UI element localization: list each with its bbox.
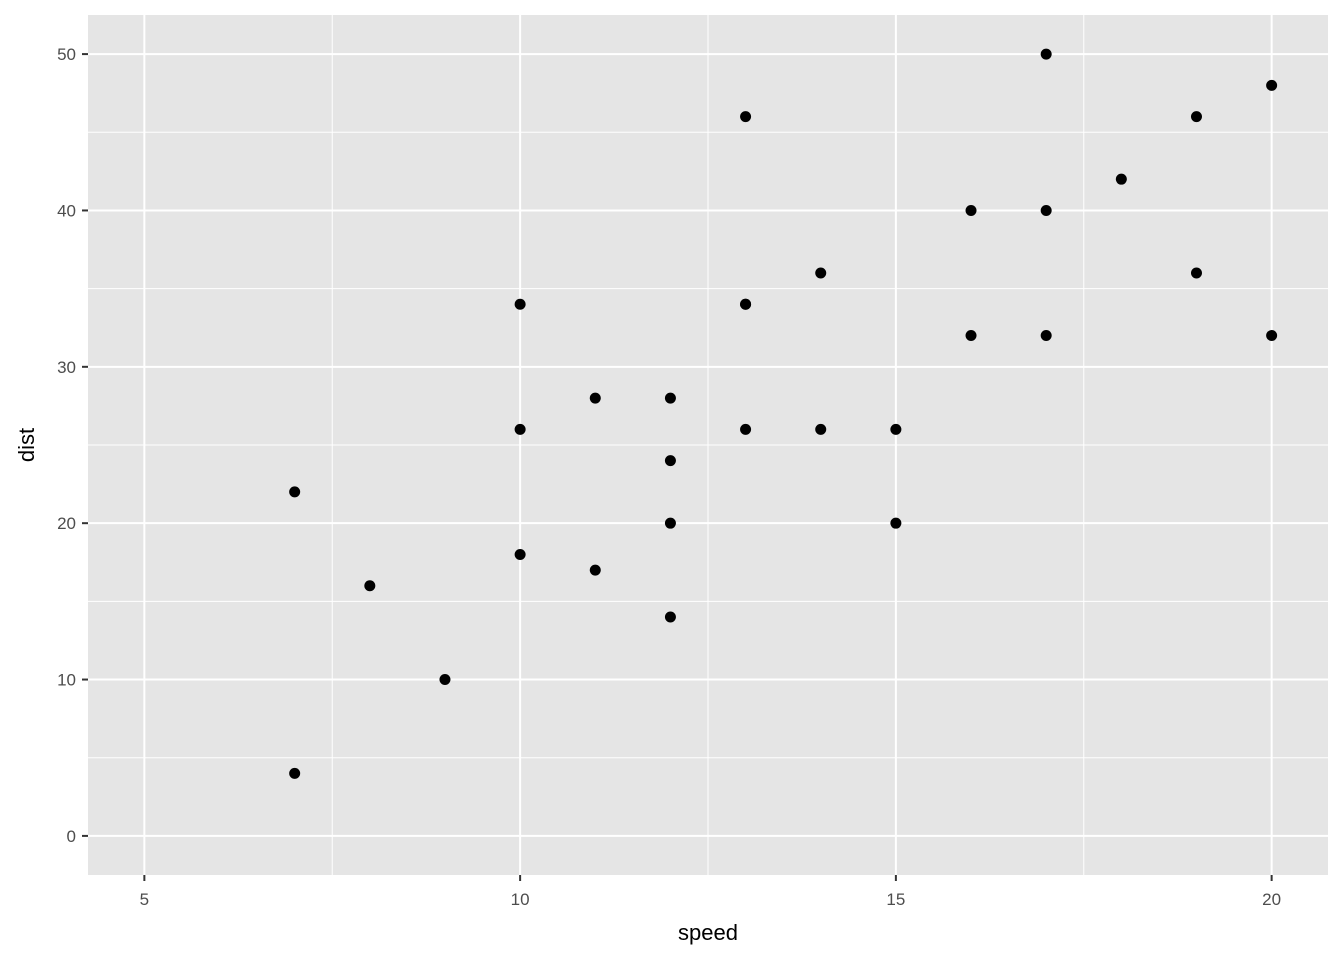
data-point: [1190, 111, 1202, 123]
y-axis-title: dist: [14, 428, 39, 462]
grid-lines: [88, 15, 1328, 875]
y-tick-label: 20: [57, 514, 76, 533]
data-point: [965, 330, 977, 342]
x-tick-label: 15: [886, 890, 905, 909]
x-axis-title: speed: [678, 920, 738, 945]
data-point: [965, 204, 977, 216]
data-point: [740, 111, 752, 123]
y-tick-label: 0: [67, 827, 76, 846]
y-tick-label: 30: [57, 358, 76, 377]
data-point: [589, 392, 601, 404]
data-point: [439, 674, 451, 686]
y-tick-label: 10: [57, 671, 76, 690]
data-points: [289, 48, 1278, 779]
axes: 5 10 15 20 0 10 20 30 40 50: [57, 45, 1281, 909]
data-point: [289, 486, 301, 498]
data-point: [664, 392, 676, 404]
data-point: [664, 611, 676, 623]
data-point: [1266, 330, 1278, 342]
data-point: [1040, 204, 1052, 216]
data-point: [1115, 173, 1127, 185]
data-point: [289, 767, 301, 779]
data-point: [740, 423, 752, 435]
data-point: [664, 517, 676, 529]
data-point: [1266, 79, 1278, 91]
data-point: [589, 564, 601, 576]
data-point: [815, 423, 827, 435]
data-point: [514, 298, 526, 310]
data-point: [1040, 330, 1052, 342]
data-point: [890, 517, 902, 529]
data-point: [1040, 48, 1052, 60]
x-tick-label: 5: [140, 890, 149, 909]
x-tick-label: 10: [511, 890, 530, 909]
data-point: [815, 267, 827, 279]
x-tick-label: 20: [1262, 890, 1281, 909]
data-point: [514, 548, 526, 560]
data-point: [514, 423, 526, 435]
data-point: [364, 580, 376, 592]
data-point: [740, 298, 752, 310]
data-point: [664, 455, 676, 467]
y-tick-label: 40: [57, 201, 76, 220]
y-tick-label: 50: [57, 45, 76, 64]
data-point: [1190, 267, 1202, 279]
data-point: [890, 423, 902, 435]
